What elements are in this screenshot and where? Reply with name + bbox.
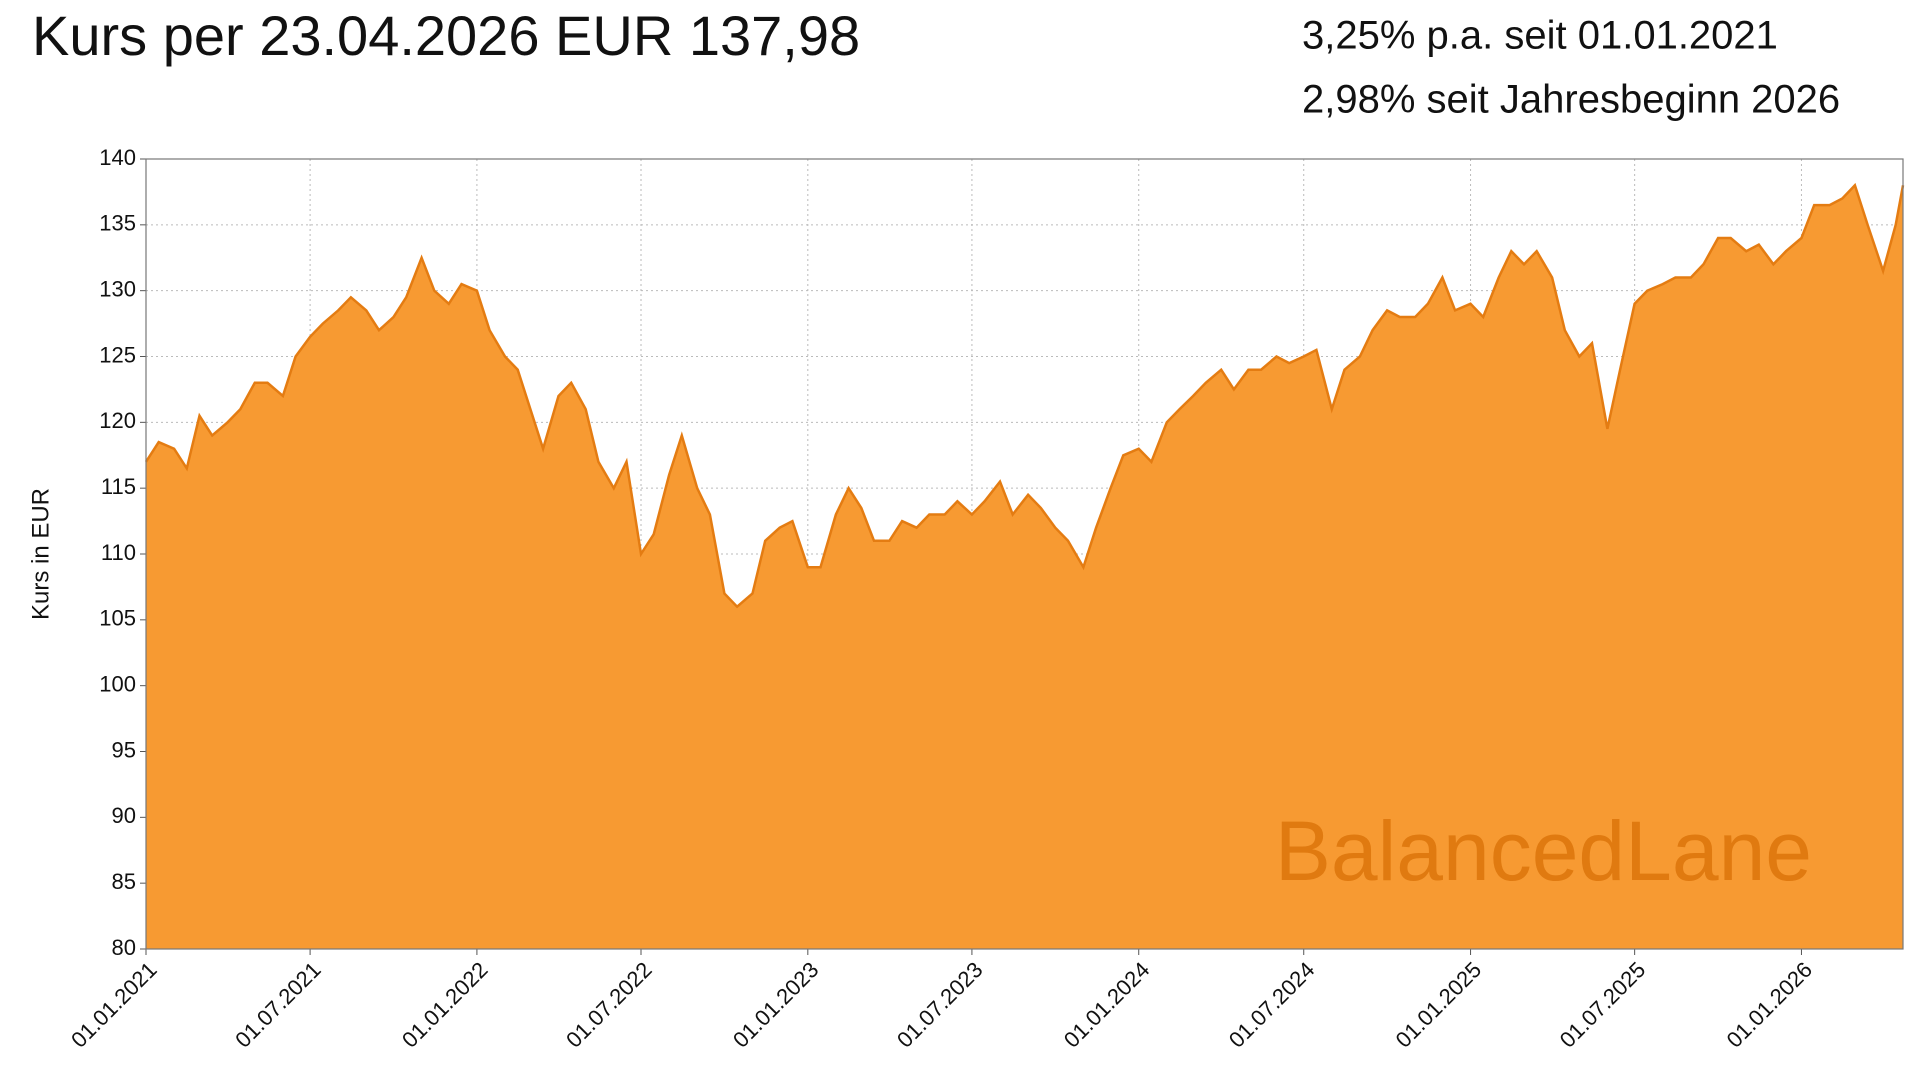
y-tick-label: 105 <box>99 606 136 631</box>
y-tick-label: 100 <box>99 671 136 696</box>
x-tick-label: 01.01.2024 <box>1059 957 1155 1053</box>
x-tick-label: 01.01.2022 <box>397 957 493 1053</box>
x-tick-label: 01.01.2026 <box>1722 957 1818 1053</box>
chart-title: Kurs per 23.04.2026 EUR 137,98 <box>32 4 860 67</box>
y-tick-label: 140 <box>99 145 136 170</box>
x-tick-label: 01.07.2022 <box>561 957 657 1053</box>
y-tick-label: 110 <box>101 540 136 565</box>
y-tick-label: 120 <box>99 408 136 433</box>
y-tick-label: 135 <box>99 211 136 236</box>
x-tick-label: 01.07.2023 <box>892 957 988 1053</box>
x-tick-label: 01.07.2021 <box>230 957 326 1053</box>
line <box>144 182 1905 609</box>
y-tick-label: 85 <box>112 869 136 894</box>
area <box>146 185 1903 950</box>
chart-subtitle: 2,98% seit Jahresbeginn 2026 <box>1302 78 1840 122</box>
x-tick-label: 01.01.2025 <box>1391 957 1487 1053</box>
chart-subtitle: 3,25% p.a. seit 01.01.2021 <box>1302 14 1778 58</box>
y-tick-label: 80 <box>112 935 136 960</box>
y-tick-label: 95 <box>112 737 136 762</box>
y-tick-label: 115 <box>101 474 136 499</box>
x-tick-label: 01.01.2021 <box>66 957 162 1053</box>
x-tick-label: 01.01.2023 <box>728 957 824 1053</box>
y-tick-label: 90 <box>112 803 136 828</box>
y-tick-label: 130 <box>99 276 136 301</box>
watermark: BalancedLane <box>1275 804 1812 898</box>
y-tick-label: 125 <box>99 342 136 367</box>
x-tick-label: 01.07.2024 <box>1224 957 1320 1053</box>
y-axis-label: Kurs in EUR <box>27 488 54 620</box>
x-tick-label: 01.07.2025 <box>1555 957 1651 1053</box>
plot-frame <box>145 158 1904 950</box>
